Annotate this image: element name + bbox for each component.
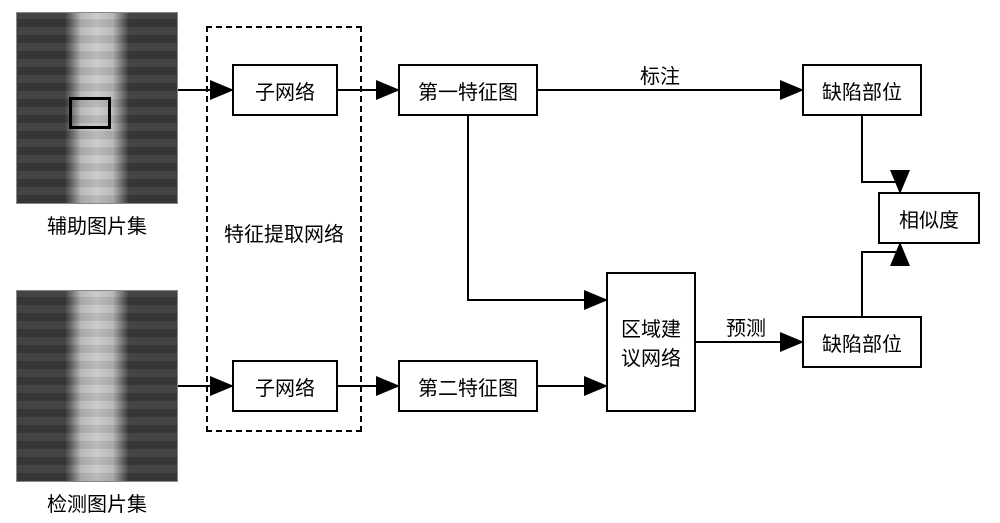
subnet-top-label: 子网络 xyxy=(255,76,315,105)
feat2-box: 第二特征图 xyxy=(398,360,538,412)
det-image xyxy=(16,290,178,482)
det-image-caption: 检测图片集 xyxy=(16,488,178,517)
edge-label-predict: 预测 xyxy=(726,312,766,341)
aux-image-annotation xyxy=(69,97,111,129)
feature-extract-label: 特征提取网络 xyxy=(206,218,362,247)
feat2-label: 第二特征图 xyxy=(418,372,518,401)
rpn-label: 区域建 议网络 xyxy=(621,313,681,371)
aux-image-caption: 辅助图片集 xyxy=(16,210,178,239)
subnet-bot: 子网络 xyxy=(232,360,338,412)
subnet-bot-label: 子网络 xyxy=(255,372,315,401)
defect-top-box: 缺陷部位 xyxy=(802,64,922,116)
rpn-box: 区域建 议网络 xyxy=(606,272,696,412)
edge-label-annot: 标注 xyxy=(640,60,680,89)
similarity-label: 相似度 xyxy=(899,204,959,233)
similarity-box: 相似度 xyxy=(878,192,980,244)
defect-top-label: 缺陷部位 xyxy=(822,76,902,105)
feat1-label: 第一特征图 xyxy=(418,76,518,105)
feat1-box: 第一特征图 xyxy=(398,64,538,116)
aux-image xyxy=(16,12,178,204)
defect-bot-label: 缺陷部位 xyxy=(822,328,902,357)
defect-bot-box: 缺陷部位 xyxy=(802,316,922,368)
subnet-top: 子网络 xyxy=(232,64,338,116)
